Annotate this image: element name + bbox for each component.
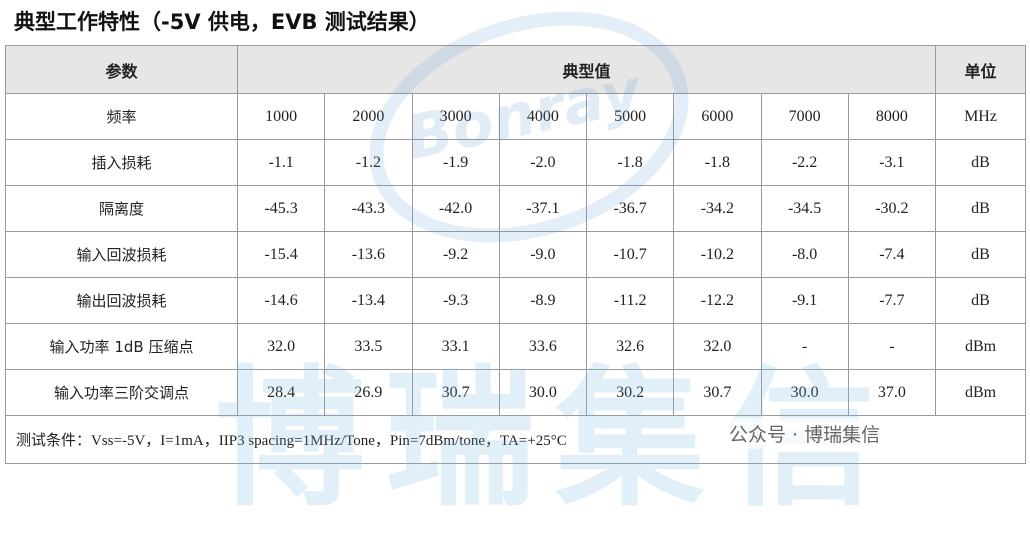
value-cell: - [847, 323, 937, 370]
value-cell: 30.7 [411, 369, 500, 416]
value-cell: 32.6 [585, 323, 675, 370]
value-cell: 30.7 [673, 369, 762, 416]
unit-cell: dB [935, 231, 1027, 278]
value-cell: 3000 [411, 93, 500, 140]
value-cell: -9.2 [411, 231, 500, 278]
value-cell: 37.0 [847, 369, 937, 416]
value-cell: -13.4 [324, 277, 413, 324]
header-cell: 参数 [5, 45, 238, 94]
value-cell: 33.6 [498, 323, 588, 370]
unit-cell: dBm [935, 369, 1027, 416]
value-cell: -1.8 [673, 139, 762, 186]
value-cell: -8.9 [498, 277, 588, 324]
value-cell: -45.3 [236, 185, 326, 232]
value-cell: -37.1 [498, 185, 588, 232]
unit-cell: dB [935, 139, 1027, 186]
value-cell: 5000 [585, 93, 675, 140]
value-cell: -7.4 [847, 231, 937, 278]
value-cell: -9.3 [411, 277, 500, 324]
header-cell: 单位 [935, 45, 1027, 94]
row-label: 输入功率 1dB 压缩点 [5, 323, 238, 370]
unit-cell: dB [935, 277, 1027, 324]
value-cell: 30.0 [760, 369, 849, 416]
value-cell: 28.4 [236, 369, 326, 416]
row-label: 插入损耗 [5, 139, 238, 186]
note-row: 测试条件：Vss=-5V，I=1mA，IIP3 spacing=1MHz/Ton… [4, 415, 1027, 464]
value-cell: 8000 [847, 93, 937, 140]
table-row: 输入功率 1dB 压缩点 32.0 33.5 33.1 33.6 32.6 32.0- - dB… [5, 323, 1027, 370]
note: 测试条件：Vss=-5V，I=1mA，IIP3 spacing=1MHz/Ton… [4, 415, 1027, 464]
value-cell: 32.0 [673, 323, 762, 370]
table-row: 插入损耗 -1.1 -1.2 -1.9 -2.0 -1.8 -1.8 -2.2 -3.1 dB [5, 139, 1027, 186]
value-cell: -42.0 [411, 185, 500, 232]
value-cell: -1.8 [585, 139, 675, 186]
value-cell: 30.0 [498, 369, 588, 416]
title: 典型工作特性（-5V 供电，EVB 测试结果） [14, 10, 430, 34]
value-cell: 2000 [324, 93, 413, 140]
row-label: 频率 [5, 93, 238, 140]
value-cell: -9.1 [760, 277, 849, 324]
value-cell: 4000 [498, 93, 588, 140]
header-row: 参数 典型值 单位 [5, 45, 1027, 94]
header-cell: 典型值 [236, 45, 937, 94]
value-cell: - [760, 323, 849, 370]
row-label: 输出回波损耗 [5, 277, 238, 324]
value-cell: -12.2 [673, 277, 762, 324]
table-row: 隔离度 -45.3 -43.3 -42.0 -37.1 -36.7 -34.2 -34.5 -3… [5, 185, 1027, 232]
value-cell: -14.6 [236, 277, 326, 324]
value-cell: -10.7 [585, 231, 675, 278]
value-cell: -2.0 [498, 139, 588, 186]
value-cell: -30.2 [847, 185, 937, 232]
row-label: 输入回波损耗 [5, 231, 238, 278]
value-cell: -1.2 [324, 139, 413, 186]
value-cell: 30.2 [585, 369, 675, 416]
value-cell: -43.3 [324, 185, 413, 232]
value-cell: -15.4 [236, 231, 326, 278]
row-label: 输入功率三阶交调点 [5, 369, 238, 416]
value-cell: -2.2 [760, 139, 849, 186]
unit-cell: dBm [935, 323, 1027, 370]
table-row: 输出回波损耗 -14.6 -13.4 -9.3 -8.9 -11.2 -12.2 -9.1 -7… [5, 277, 1027, 324]
value-cell: -13.6 [324, 231, 413, 278]
table-row: 输入功率三阶交调点 28.4 26.9 30.7 30.0 30.2 30.7 30.0 37.… [5, 369, 1027, 416]
value-cell: -9.0 [498, 231, 588, 278]
value-cell: 33.1 [411, 323, 500, 370]
value-cell: 6000 [673, 93, 762, 140]
value-cell: -7.7 [847, 277, 937, 324]
value-cell: -10.2 [673, 231, 762, 278]
value-cell: -36.7 [585, 185, 675, 232]
value-cell: 33.5 [324, 323, 413, 370]
unit-cell: MHz [935, 93, 1027, 140]
value-cell: 7000 [760, 93, 849, 140]
value-cell: -1.1 [236, 139, 326, 186]
row-label: 隔离度 [5, 185, 238, 232]
value-cell: 32.0 [236, 323, 326, 370]
table-row: 输入回波损耗 -15.4 -13.6 -9.2 -9.0 -10.7 -10.2 -8.0 -7… [5, 231, 1027, 278]
value-cell: -3.1 [847, 139, 937, 186]
table-row: 频率 1000 2000 3000 4000 5000 6000 7000 8000 MHz [5, 93, 1027, 140]
value-cell: -11.2 [585, 277, 675, 324]
spec-table: 参数 典型值 单位 频率 1000 2000 3000 4000 5000 6000 7000… [4, 45, 1027, 464]
value-cell: 26.9 [324, 369, 413, 416]
value-cell: -1.9 [411, 139, 500, 186]
unit-cell: dB [935, 185, 1027, 232]
page: 典型工作特性（-5V 供电，EVB 测试结果） 参数 典型值 单位 频率 1000… [4, 0, 1027, 527]
value-cell: -34.5 [760, 185, 849, 232]
value-cell: -34.2 [673, 185, 762, 232]
value-cell: -8.0 [760, 231, 849, 278]
value-cell: 1000 [236, 93, 326, 140]
